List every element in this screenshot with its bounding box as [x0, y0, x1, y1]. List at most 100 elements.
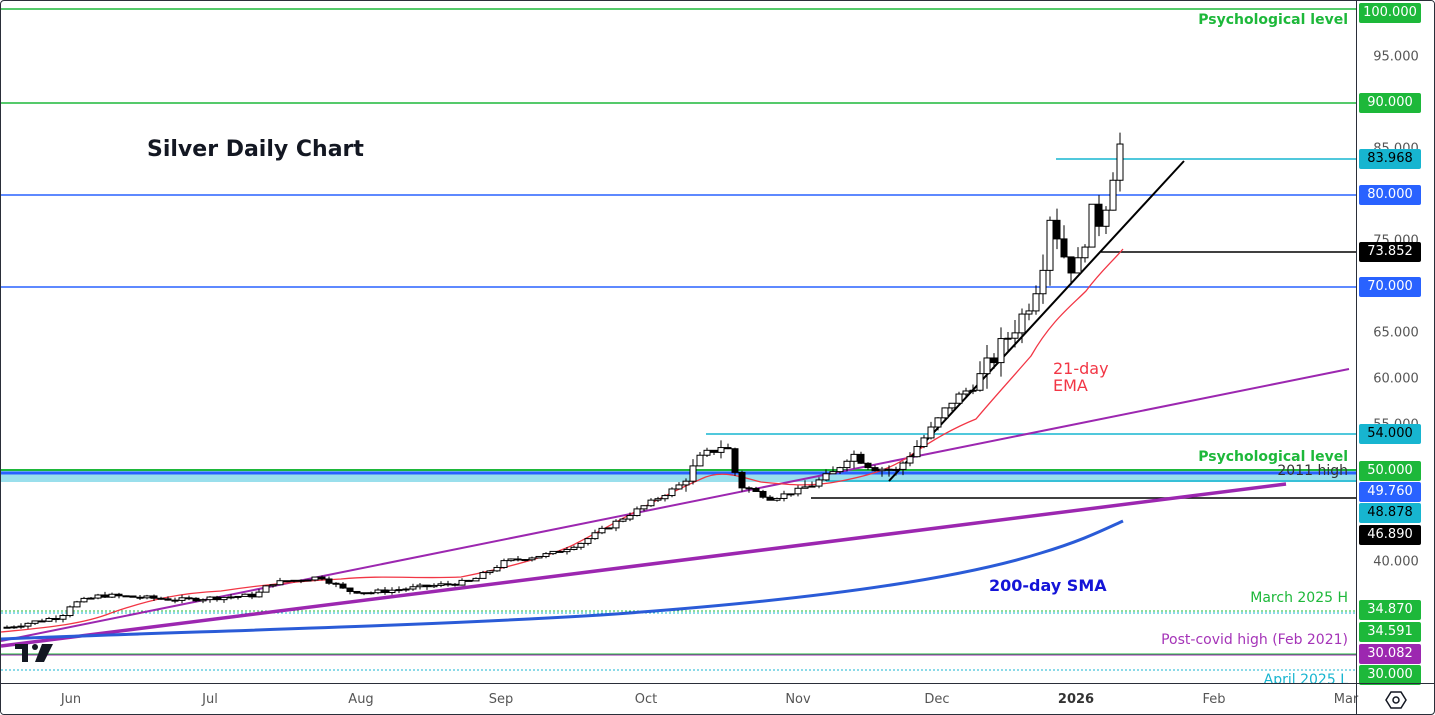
candle	[1032, 293, 1040, 312]
candle	[626, 515, 634, 520]
candle	[934, 417, 942, 428]
candle	[1060, 238, 1068, 258]
candle	[458, 579, 466, 586]
candle	[682, 480, 690, 486]
candle	[976, 373, 984, 391]
price-level-label: 46.890	[1359, 525, 1421, 545]
tradingview-logo-icon[interactable]	[15, 644, 53, 662]
candle	[1011, 332, 1019, 339]
time-tick: Sep	[488, 692, 514, 707]
candle	[437, 583, 445, 586]
candle	[990, 357, 998, 364]
gear-icon[interactable]	[1385, 690, 1407, 709]
candle	[227, 596, 235, 599]
candle	[108, 593, 116, 598]
candle	[311, 576, 319, 581]
candle	[556, 550, 564, 553]
candle	[549, 550, 557, 555]
time-tick: Feb	[1202, 692, 1226, 707]
zone-2011-high	[1, 471, 1356, 482]
candle	[1088, 203, 1096, 248]
candle	[423, 584, 431, 588]
time-tick: Jun	[60, 692, 82, 707]
candle	[31, 620, 39, 624]
candle	[773, 497, 781, 501]
candle	[318, 576, 326, 580]
annotation-march-2025-high: March 2025 H	[1250, 590, 1348, 606]
candle	[178, 597, 186, 601]
candle	[3, 626, 11, 629]
candle	[997, 338, 1005, 364]
candle	[213, 596, 221, 601]
candle	[101, 594, 109, 598]
candle	[17, 625, 25, 628]
candle	[696, 454, 704, 467]
candle	[864, 462, 872, 469]
candle	[283, 580, 291, 583]
sma-200-line	[1, 519, 1124, 641]
candle	[297, 579, 305, 582]
candle	[248, 593, 256, 598]
candle	[353, 590, 361, 594]
candle	[640, 505, 648, 510]
annotation-21-day-ema-line1: 21-day	[1053, 359, 1109, 378]
candle	[395, 589, 403, 592]
price-level-label: 100.000	[1359, 3, 1421, 23]
candle	[45, 618, 53, 622]
trendline-purple-lower[interactable]	[1, 482, 1287, 648]
candle	[780, 493, 788, 499]
candle	[787, 493, 795, 496]
candle	[87, 597, 95, 600]
candle	[185, 597, 193, 600]
time-axis[interactable]: Jun Jul Aug Sep Oct Nov Dec 2026 Feb Mar	[1, 683, 1359, 714]
candle	[290, 579, 298, 582]
candlestick-series[interactable]	[3, 132, 1124, 629]
candle	[444, 583, 452, 586]
time-tick: Oct	[634, 692, 658, 707]
price-axis[interactable]: 95.00085.00075.00065.00060.00055.00040.0…	[1356, 1, 1434, 685]
candle	[591, 532, 599, 540]
candle	[913, 446, 921, 458]
candle	[885, 468, 893, 471]
candle	[850, 453, 858, 462]
candle	[409, 586, 417, 590]
price-level-label: 90.000	[1359, 93, 1421, 113]
price-level-label: 34.591	[1359, 622, 1421, 642]
candle	[577, 542, 585, 548]
candle	[115, 593, 123, 597]
candle	[332, 582, 340, 585]
time-tick: Dec	[924, 692, 950, 707]
candle	[1116, 143, 1124, 181]
candle	[717, 447, 725, 453]
candle	[927, 426, 935, 439]
candle	[1039, 269, 1047, 295]
candle	[24, 622, 32, 627]
candle	[661, 495, 669, 500]
candle	[514, 558, 522, 561]
chart-plot-area[interactable]: Silver Daily Chart Psychological level P…	[1, 1, 1356, 683]
price-chart[interactable]	[1, 1, 1356, 683]
candle	[360, 592, 368, 595]
annotation-200-day-sma: 200-day SMA	[989, 576, 1107, 595]
candle	[703, 449, 711, 456]
candle	[507, 558, 515, 562]
trendline-purple-upper[interactable]	[1, 368, 1350, 642]
candle	[801, 486, 809, 489]
candle	[493, 566, 501, 572]
candle	[535, 555, 543, 559]
candle	[1102, 209, 1110, 227]
candle	[199, 599, 207, 602]
candle	[710, 449, 718, 453]
price-level-label: 70.000	[1359, 277, 1421, 297]
candle	[955, 393, 963, 404]
candle	[1025, 310, 1033, 315]
candle	[451, 583, 459, 586]
time-tick: Mar	[1333, 692, 1359, 707]
chart-settings-button[interactable]	[1356, 683, 1434, 714]
candle	[346, 587, 354, 592]
price-level-label: 54.000	[1359, 424, 1421, 444]
candle	[136, 596, 144, 599]
candle	[948, 402, 956, 409]
candle	[612, 520, 620, 529]
candle	[402, 588, 410, 591]
